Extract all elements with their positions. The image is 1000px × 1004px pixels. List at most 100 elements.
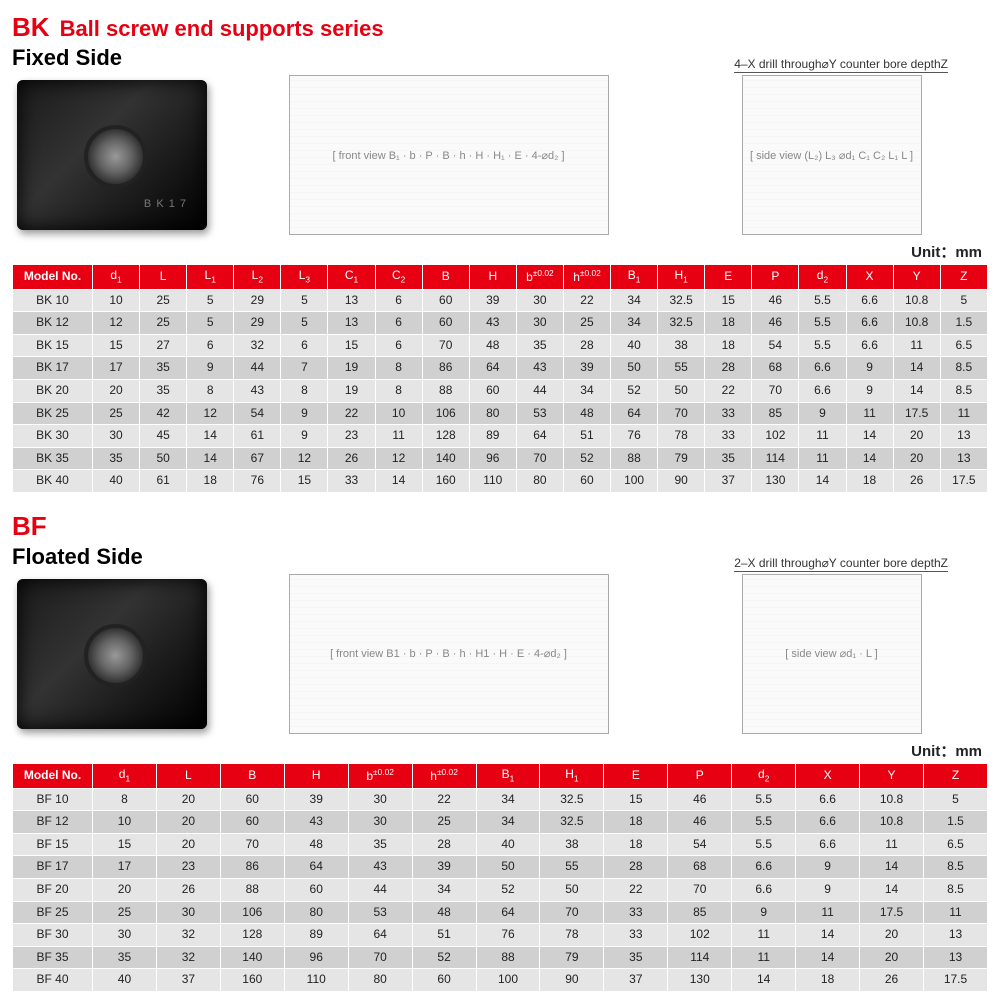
bf-cell-1-5: 30 <box>348 811 412 834</box>
bk-cell-2-3: 6 <box>187 334 234 357</box>
bk-cell-2-18: 11 <box>893 334 940 357</box>
bk-cell-8-2: 61 <box>140 470 187 493</box>
bk-cell-4-2: 35 <box>140 379 187 402</box>
bk-col-3: L1 <box>187 265 234 290</box>
bk-cell-1-17: 6.6 <box>846 312 893 335</box>
bf-col-7: B1 <box>476 763 540 788</box>
bk-cell-3-11: 39 <box>563 357 610 380</box>
bk-cell-7-17: 14 <box>846 447 893 470</box>
bf-row-4: BF 20202688604434525022706.69148.5 <box>13 878 988 901</box>
bf-cell-1-6: 25 <box>412 811 476 834</box>
bk-cell-2-16: 5.5 <box>799 334 846 357</box>
bk-cell-6-4: 61 <box>234 425 281 448</box>
bk-figure-row: 4–X drill through⌀Y counter bore depthZ … <box>12 75 988 235</box>
bf-cell-8-5: 80 <box>348 969 412 992</box>
bf-cell-5-6: 48 <box>412 901 476 924</box>
bf-col-6: h±0.02 <box>412 763 476 788</box>
bk-cell-7-0: BK 35 <box>13 447 93 470</box>
bf-cell-1-3: 60 <box>220 811 284 834</box>
bk-cell-0-8: 60 <box>422 289 469 312</box>
bk-cell-3-18: 14 <box>893 357 940 380</box>
bk-cell-7-12: 88 <box>611 447 658 470</box>
bf-cell-8-10: 130 <box>668 969 732 992</box>
bk-cell-1-10: 30 <box>516 312 563 335</box>
bf-cell-2-5: 35 <box>348 833 412 856</box>
bf-cell-5-3: 106 <box>220 901 284 924</box>
bk-cell-4-11: 34 <box>563 379 610 402</box>
bf-row-6: BF 30303212889645176783310211142013 <box>13 924 988 947</box>
bk-cell-7-14: 35 <box>705 447 752 470</box>
bf-cell-4-7: 52 <box>476 878 540 901</box>
bf-cell-4-9: 22 <box>604 878 668 901</box>
bf-row-8: BF 4040371601108060100903713014182617.5 <box>13 969 988 992</box>
bk-cell-6-8: 128 <box>422 425 469 448</box>
bf-cell-7-7: 88 <box>476 946 540 969</box>
bk-cell-2-12: 40 <box>611 334 658 357</box>
bf-cell-1-10: 46 <box>668 811 732 834</box>
bk-cell-0-11: 22 <box>563 289 610 312</box>
bf-cell-1-8: 32.5 <box>540 811 604 834</box>
bf-cell-8-8: 90 <box>540 969 604 992</box>
bk-cell-5-2: 42 <box>140 402 187 425</box>
bf-side-drawing: [ side view ⌀d₁ · L ] <box>742 574 922 734</box>
bk-unit: Unit：mm <box>12 241 982 262</box>
bk-row-3: BK 171735944719886644339505528686.69148.… <box>13 357 988 380</box>
bf-row-2: BF 15152070483528403818545.56.6116.5 <box>13 833 988 856</box>
bf-cell-7-12: 14 <box>796 946 860 969</box>
bk-cell-5-5: 9 <box>281 402 328 425</box>
bk-cell-7-4: 67 <box>234 447 281 470</box>
bk-cell-6-11: 51 <box>563 425 610 448</box>
bk-cell-1-0: BK 12 <box>13 312 93 335</box>
bf-cell-2-1: 15 <box>93 833 157 856</box>
bk-cell-5-13: 70 <box>658 402 705 425</box>
bk-cell-6-16: 11 <box>799 425 846 448</box>
bf-cell-6-1: 30 <box>93 924 157 947</box>
bk-cell-0-16: 5.5 <box>799 289 846 312</box>
bf-product-photo <box>17 579 207 729</box>
bf-col-2: L <box>156 763 220 788</box>
bf-cell-5-0: BF 25 <box>13 901 93 924</box>
bk-cell-1-16: 5.5 <box>799 312 846 335</box>
bf-cell-4-3: 88 <box>220 878 284 901</box>
bk-row-7: BK 3535501467122612140967052887935114111… <box>13 447 988 470</box>
bk-cell-7-16: 11 <box>799 447 846 470</box>
bk-cell-2-10: 35 <box>516 334 563 357</box>
bk-cell-4-4: 43 <box>234 379 281 402</box>
bk-cell-0-12: 34 <box>611 289 658 312</box>
bk-cell-5-18: 17.5 <box>893 402 940 425</box>
bf-cell-4-12: 9 <box>796 878 860 901</box>
bk-cell-3-4: 44 <box>234 357 281 380</box>
bk-col-9: H <box>469 265 516 290</box>
bf-col-14: Z <box>923 763 987 788</box>
bk-cell-1-2: 25 <box>140 312 187 335</box>
bk-cell-7-10: 70 <box>516 447 563 470</box>
bf-cell-0-10: 46 <box>668 788 732 811</box>
bk-cell-8-9: 110 <box>469 470 516 493</box>
bf-col-1: d1 <box>93 763 157 788</box>
bk-col-15: P <box>752 265 799 290</box>
bk-cell-7-19: 13 <box>940 447 987 470</box>
bk-cell-0-5: 5 <box>281 289 328 312</box>
bf-cell-7-2: 32 <box>156 946 220 969</box>
bf-cell-3-11: 6.6 <box>732 856 796 879</box>
bk-cell-2-1: 15 <box>93 334 140 357</box>
bk-cell-4-17: 9 <box>846 379 893 402</box>
bf-diagram-col: 2–X drill through⌀Y counter bore depthZ … <box>222 574 988 734</box>
bf-cell-7-11: 11 <box>732 946 796 969</box>
bk-cell-3-6: 19 <box>328 357 375 380</box>
bk-cell-3-0: BK 17 <box>13 357 93 380</box>
bk-cell-1-6: 13 <box>328 312 375 335</box>
bk-cell-6-3: 14 <box>187 425 234 448</box>
bf-cell-7-1: 35 <box>93 946 157 969</box>
bk-col-12: B1 <box>611 265 658 290</box>
bk-cell-2-17: 6.6 <box>846 334 893 357</box>
bk-cell-4-16: 6.6 <box>799 379 846 402</box>
bk-cell-6-15: 102 <box>752 425 799 448</box>
bk-product-photo <box>17 80 207 230</box>
bk-drill-note: 4–X drill through⌀Y counter bore depthZ <box>734 57 948 73</box>
bf-cell-6-8: 78 <box>540 924 604 947</box>
bf-figure-row: 2–X drill through⌀Y counter bore depthZ … <box>12 574 988 734</box>
bk-cell-7-13: 79 <box>658 447 705 470</box>
bk-col-8: B <box>422 265 469 290</box>
bk-col-1: d1 <box>93 265 140 290</box>
